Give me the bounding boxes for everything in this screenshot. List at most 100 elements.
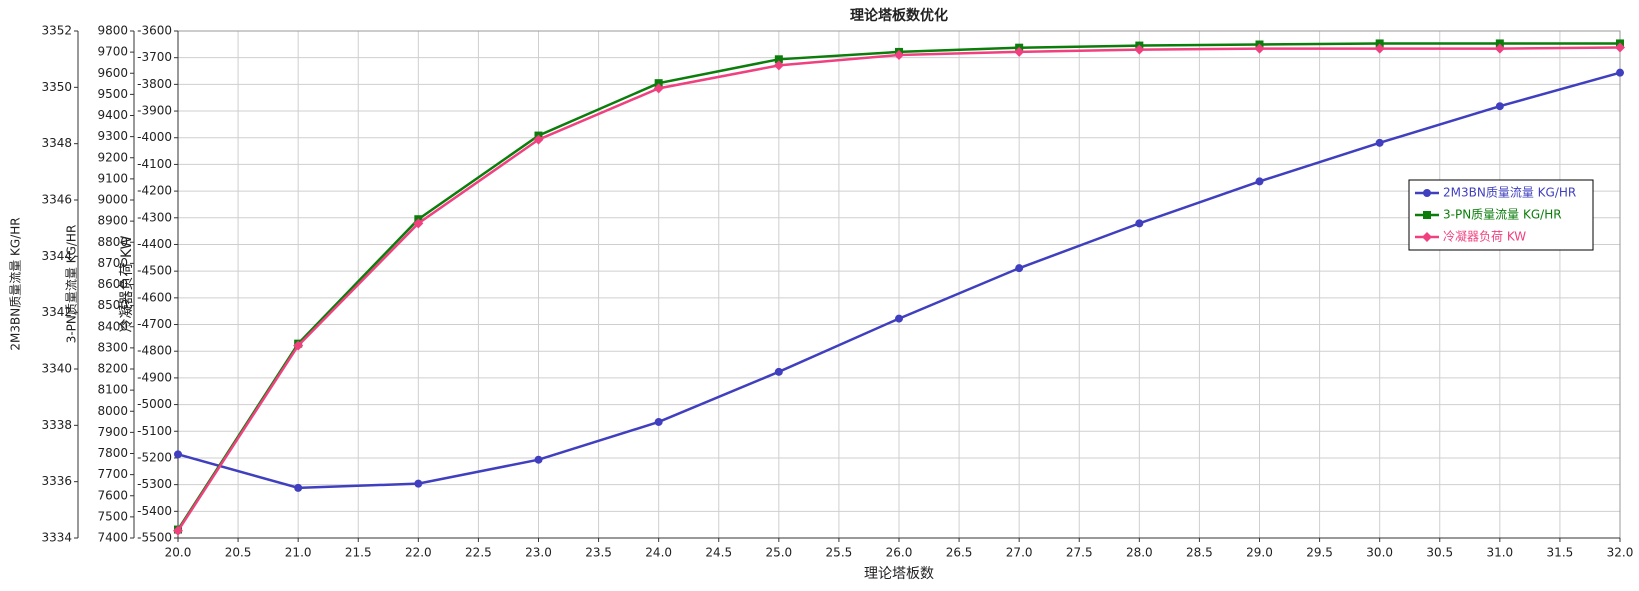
y3-tick-label: -3600 [137, 24, 172, 38]
x-tick-label: 24.5 [705, 546, 732, 560]
y2-tick-label: 9600 [97, 66, 128, 80]
x-tick-label: 23.0 [525, 546, 552, 560]
x-tick-label: 27.0 [1006, 546, 1033, 560]
x-tick-label: 31.0 [1486, 546, 1513, 560]
y2-tick-label: 7900 [97, 425, 128, 439]
marker [653, 83, 664, 94]
y3-tick-label: -5500 [137, 531, 172, 545]
marker [1134, 44, 1145, 55]
marker [654, 79, 663, 88]
y2-tick-label: 9700 [97, 45, 128, 59]
x-tick-label: 25.5 [826, 546, 853, 560]
y2-tick-label: 7700 [97, 467, 128, 481]
x-axis-title: 理论塔板数 [864, 566, 934, 582]
x-tick-label: 20.0 [165, 546, 192, 560]
y3-tick-label: -4300 [137, 210, 172, 224]
x-tick-label: 30.5 [1426, 546, 1453, 560]
y2-tick-label: 8000 [97, 404, 128, 418]
y3-tick-label: -4500 [137, 264, 172, 278]
y3-tick-label: -5000 [137, 397, 172, 411]
y-axis-title: 2M3BN质量流量 KG/HR [9, 217, 23, 350]
y-tick-label: 3336 [41, 474, 72, 488]
y-tick-label: 3344 [41, 249, 72, 263]
marker [533, 134, 544, 145]
marker [173, 525, 183, 536]
y3-tick-label: -5400 [137, 504, 172, 518]
marker [294, 483, 303, 492]
y2-tick-label: 8200 [97, 362, 128, 376]
chart-title: 理论塔板数优化 [850, 7, 948, 24]
legend-box [1408, 179, 1594, 251]
x-tick-label: 24.0 [645, 546, 672, 560]
y3-tick-label: -4900 [137, 370, 172, 384]
marker [1135, 219, 1144, 228]
x-tick-label: 21.0 [285, 546, 312, 560]
x-tick-label: 21.5 [345, 546, 372, 560]
marker [413, 218, 424, 229]
x-tick-label: 26.0 [886, 546, 913, 560]
y-tick-label: 3338 [41, 418, 72, 432]
y2-tick-label: 8500 [97, 298, 128, 312]
x-tick-label: 28.0 [1126, 546, 1153, 560]
y2-tick-label: 7600 [97, 488, 128, 502]
y3-tick-label: -3800 [137, 77, 172, 91]
x-tick-label: 22.5 [465, 546, 492, 560]
y3-tick-label: -4000 [137, 130, 172, 144]
marker [1375, 138, 1384, 147]
x-tick-label: 23.5 [585, 546, 612, 560]
y3-tick-label: -4700 [137, 317, 172, 331]
x-tick-label: 20.5 [225, 546, 252, 560]
y3-tick-label: -5300 [137, 477, 172, 491]
x-tick-label: 29.0 [1246, 546, 1273, 560]
y3-tick-label: -3900 [137, 104, 172, 118]
marker [414, 479, 423, 488]
y2-tick-label: 7400 [97, 531, 128, 545]
y2-tick-label: 9300 [97, 129, 128, 143]
marker [1374, 43, 1385, 54]
marker [174, 450, 182, 459]
y-tick-label: 3340 [41, 362, 72, 376]
x-tick-label: 22.0 [405, 546, 432, 560]
x-tick-label: 31.5 [1547, 546, 1574, 560]
marker [1495, 102, 1504, 111]
y2-tick-label: 9500 [97, 87, 128, 101]
y-tick-label: 3346 [41, 193, 72, 207]
x-tick-label: 26.5 [946, 546, 973, 560]
y2-tick-label: 8100 [97, 383, 128, 397]
marker [293, 340, 304, 351]
y2-axis-title: 3-PN质量流量 KG/HR [65, 225, 79, 344]
x-tick-label: 27.5 [1066, 546, 1093, 560]
y2-tick-label: 8700 [97, 256, 128, 270]
marker [534, 455, 543, 464]
x-tick-label: 29.5 [1306, 546, 1333, 560]
marker [1375, 39, 1384, 48]
y2-tick-label: 7500 [97, 509, 128, 523]
legend-label: 3-PN质量流量 KG/HR [1443, 208, 1562, 222]
y3-tick-label: -4200 [137, 184, 172, 198]
x-tick-label: 28.5 [1186, 546, 1213, 560]
y2-tick-label: 8400 [97, 319, 128, 333]
marker [1255, 177, 1264, 186]
marker [1615, 42, 1625, 53]
y3-tick-label: -4600 [137, 290, 172, 304]
x-tick-label: 30.0 [1366, 546, 1393, 560]
legend: 2M3BN质量流量 KG/HR 3-PN质量流量 KG/HR 冷凝器负荷 KW [1408, 179, 1594, 251]
y3-tick-label: -4800 [137, 344, 172, 358]
marker [1254, 43, 1265, 54]
marker [774, 367, 783, 376]
y3-tick-label: -4400 [137, 237, 172, 251]
marker [774, 55, 783, 64]
y2-tick-label: 7800 [97, 446, 128, 460]
y2-tick-label: 8600 [97, 277, 128, 291]
y2-tick-label: 9400 [97, 108, 128, 122]
y3-tick-label: -3700 [137, 50, 172, 64]
legend-label: 2M3BN质量流量 KG/HR [1443, 186, 1576, 200]
marker [894, 50, 904, 61]
y-tick-label: 3342 [41, 305, 72, 319]
y-tick-label: 3348 [41, 136, 72, 150]
y3-tick-label: -5200 [137, 450, 172, 464]
marker [1616, 68, 1624, 77]
y2-tick-label: 8800 [97, 235, 128, 249]
y-tick-label: 3352 [41, 24, 72, 38]
